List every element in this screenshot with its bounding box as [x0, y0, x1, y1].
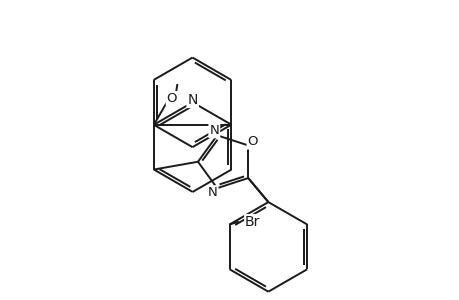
Text: O: O — [166, 92, 177, 105]
Text: Br: Br — [244, 214, 260, 229]
Text: O: O — [247, 136, 257, 148]
Text: N: N — [209, 124, 218, 137]
Text: N: N — [187, 93, 197, 107]
Text: N: N — [207, 186, 217, 199]
